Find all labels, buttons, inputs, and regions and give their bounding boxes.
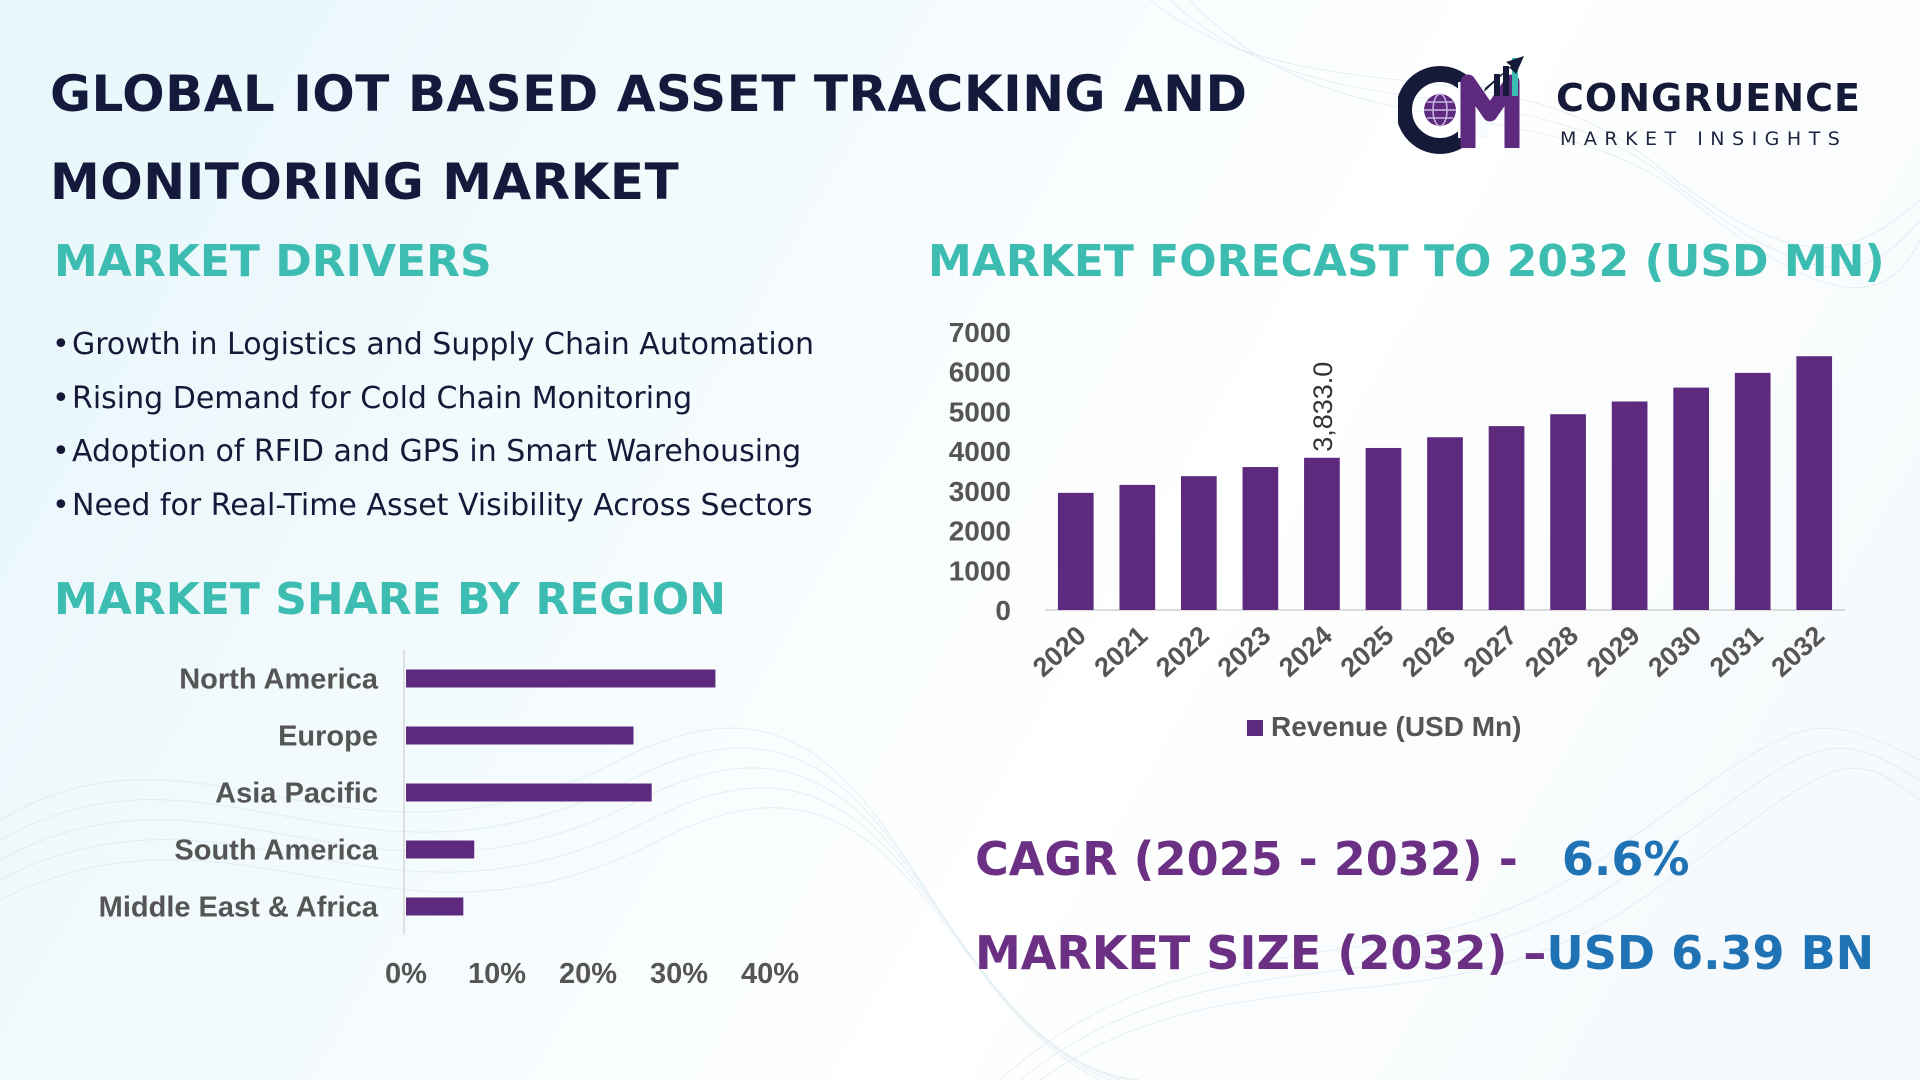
page-title: GLOBAL IOT BASED ASSET TRACKING AND MONI…	[50, 65, 1248, 211]
market-size-label: MARKET SIZE (2032) –	[975, 926, 1547, 980]
region-bar	[406, 897, 464, 916]
cagr-value: 6.6%	[1561, 832, 1690, 886]
y-tick-label: 1000	[949, 555, 1011, 586]
region-bar	[406, 783, 652, 802]
y-tick-label: 0	[995, 595, 1011, 626]
x-tick-label: 2022	[1150, 620, 1215, 682]
region-share-bar-chart: North America Europe Asia Pacific South Ame…	[99, 650, 799, 990]
logo-company-name: CONGRUENCE	[1556, 76, 1861, 120]
y-tick-label: 4000	[949, 436, 1011, 467]
x-tick-label: 20%	[559, 958, 617, 990]
x-tick-label: 2028	[1519, 620, 1584, 682]
region-heading: MARKET SHARE BY REGION	[54, 574, 726, 625]
forecast-bar	[1427, 437, 1463, 610]
forecast-bar-chart: 0100020003000400050006000700020202021202…	[949, 317, 1845, 742]
y-tick-label: 2000	[949, 516, 1011, 547]
region-bar	[406, 840, 475, 859]
legend-label: Revenue (USD Mn)	[1271, 711, 1521, 742]
drivers-list: •Growth in Logistics and Supply Chain Au…	[52, 322, 814, 536]
forecast-bar	[1734, 372, 1771, 610]
y-tick-label: 5000	[949, 396, 1011, 427]
legend-swatch	[1247, 720, 1263, 736]
region-label: Europe	[278, 721, 378, 753]
driver-item: •Adoption of RFID and GPS in Smart Wareh…	[52, 434, 802, 469]
x-tick-label: 2029	[1581, 620, 1646, 682]
x-tick-label: 2024	[1273, 620, 1338, 682]
forecast-bar	[1119, 484, 1156, 610]
driver-item: •Growth in Logistics and Supply Chain Au…	[52, 327, 815, 362]
driver-item: •Rising Demand for Cold Chain Monitoring	[52, 380, 693, 416]
company-logo: CONGRUENCE MARKET INSIGHTS	[1396, 52, 1868, 162]
region-label: Asia Pacific	[215, 778, 378, 810]
forecast-bar	[1365, 447, 1402, 610]
cagr-stat: CAGR (2025 - 2032) - 6.6%	[975, 832, 1689, 886]
region-label: Middle East & Africa	[99, 892, 379, 924]
region-label: South America	[174, 835, 378, 867]
driver-item-text: Need for Real-Time Asset Visibility Acro…	[72, 487, 813, 523]
forecast-bar	[1304, 457, 1340, 610]
x-tick-label: 2027	[1458, 620, 1523, 682]
drivers-heading: MARKET DRIVERS	[54, 236, 492, 287]
x-tick-label: 10%	[468, 958, 526, 990]
y-tick-label: 3000	[949, 476, 1011, 507]
logo-mark-icon	[1396, 56, 1524, 154]
x-tick-label: 40%	[741, 958, 799, 990]
driver-item-text: Adoption of RFID and GPS in Smart Wareho…	[72, 434, 802, 469]
forecast-bar	[1181, 476, 1217, 610]
x-tick-label: 30%	[650, 958, 708, 990]
driver-item-text: Rising Demand for Cold Chain Monitoring	[72, 380, 693, 416]
x-tick-label: 2020	[1027, 620, 1092, 682]
region-bar	[406, 669, 716, 688]
driver-item-text: Growth in Logistics and Supply Chain Aut…	[72, 327, 815, 362]
forecast-bar	[1673, 387, 1709, 610]
x-tick-label: 2026	[1396, 620, 1461, 682]
x-tick-label: 2032	[1766, 620, 1831, 682]
logo-tagline: MARKET INSIGHTS	[1560, 128, 1848, 150]
forecast-bar	[1550, 414, 1586, 610]
y-tick-label: 7000	[949, 317, 1011, 348]
cagr-label: CAGR (2025 - 2032) -	[975, 832, 1518, 886]
x-tick-label: 2021	[1089, 620, 1154, 682]
data-label: 3,833.0	[1308, 362, 1338, 452]
driver-item: •Need for Real-Time Asset Visibility Acr…	[52, 487, 813, 523]
forecast-bar	[1057, 492, 1094, 610]
x-tick-label: 0%	[385, 958, 427, 990]
region-bar	[406, 726, 634, 745]
market-size-value: USD 6.39 BN	[1546, 926, 1875, 980]
y-tick-label: 6000	[949, 357, 1011, 388]
region-label: North America	[179, 664, 379, 696]
forecast-bar	[1796, 356, 1833, 610]
market-size-stat: MARKET SIZE (2032) –USD 6.39 BN	[975, 926, 1874, 980]
forecast-bar	[1611, 401, 1648, 610]
x-tick-label: 2030	[1642, 620, 1707, 682]
forecast-heading: MARKET FORECAST TO 2032 (USD MN)	[928, 236, 1885, 287]
x-tick-label: 2031	[1704, 620, 1769, 682]
x-tick-label: 2023	[1212, 620, 1277, 682]
forecast-bar	[1242, 467, 1279, 610]
x-tick-label: 2025	[1335, 620, 1400, 682]
forecast-bar	[1488, 426, 1525, 610]
